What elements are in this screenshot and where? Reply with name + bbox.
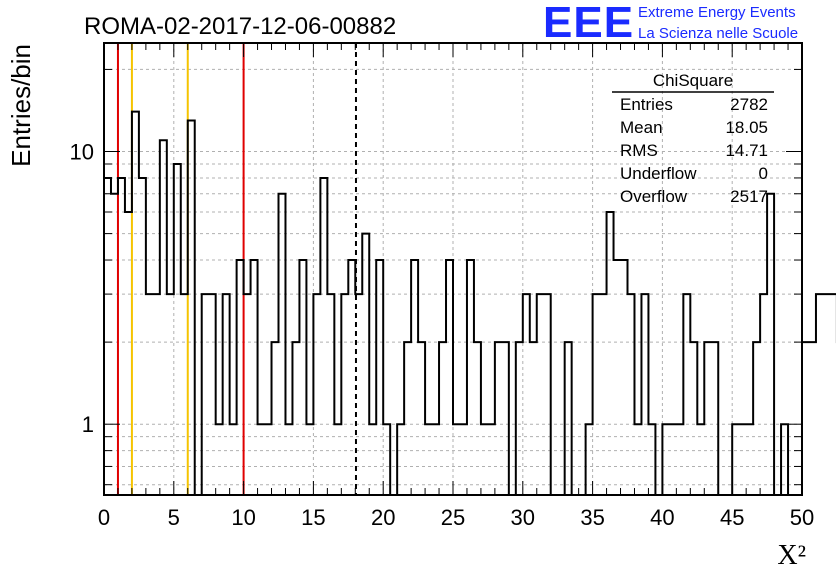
stats-label-overflow: Overflow — [620, 187, 688, 206]
x-axis-label: X² — [777, 540, 806, 571]
stats-value-entries: 2782 — [730, 95, 768, 114]
stats-value-overflow: 2517 — [730, 187, 768, 206]
stats-value-underflow: 0 — [759, 164, 768, 183]
logo-line-1: Extreme Energy Events — [638, 4, 796, 21]
stats-label-underflow: Underflow — [620, 164, 697, 183]
histogram-bars — [104, 110, 836, 496]
tick-labels: 0 5 10 15 20 25 30 35 40 45 50 1 10 — [70, 140, 815, 530]
x-tick-label: 30 — [511, 505, 535, 530]
eee-logo-mark: EEE — [543, 0, 635, 47]
x-tick-label: 45 — [720, 505, 744, 530]
histogram-outline — [104, 110, 836, 496]
stats-value-mean: 18.05 — [725, 118, 768, 137]
x-tick-label: 10 — [231, 505, 255, 530]
stats-box: ChiSquare Entries 2782 Mean 18.05 RMS 14… — [612, 71, 774, 206]
stats-value-rms: 14.71 — [725, 141, 768, 160]
stats-label-mean: Mean — [620, 118, 663, 137]
logo-line-2: La Scienza nelle Scuole — [638, 25, 799, 42]
x-tick-label: 20 — [371, 505, 395, 530]
stats-label-rms: RMS — [620, 141, 658, 160]
x-tick-label: 50 — [790, 505, 814, 530]
stats-title: ChiSquare — [653, 71, 733, 90]
chart-title: ROMA-02-2017-12-06-00882 — [84, 13, 396, 40]
stats-label-entries: Entries — [620, 95, 673, 114]
x-tick-label: 35 — [580, 505, 604, 530]
x-tick-label: 40 — [650, 505, 674, 530]
y-tick-label: 1 — [82, 412, 94, 437]
x-tick-label: 25 — [441, 505, 465, 530]
axis-ticks — [103, 43, 803, 495]
x-tick-label: 5 — [168, 505, 180, 530]
y-tick-label: 10 — [70, 140, 94, 165]
eee-logo: EEE Extreme Energy Events La Scienza nel… — [543, 0, 833, 47]
y-axis-label: Entries/bin — [6, 44, 36, 167]
x-tick-label: 0 — [98, 505, 110, 530]
x-tick-label: 15 — [301, 505, 325, 530]
